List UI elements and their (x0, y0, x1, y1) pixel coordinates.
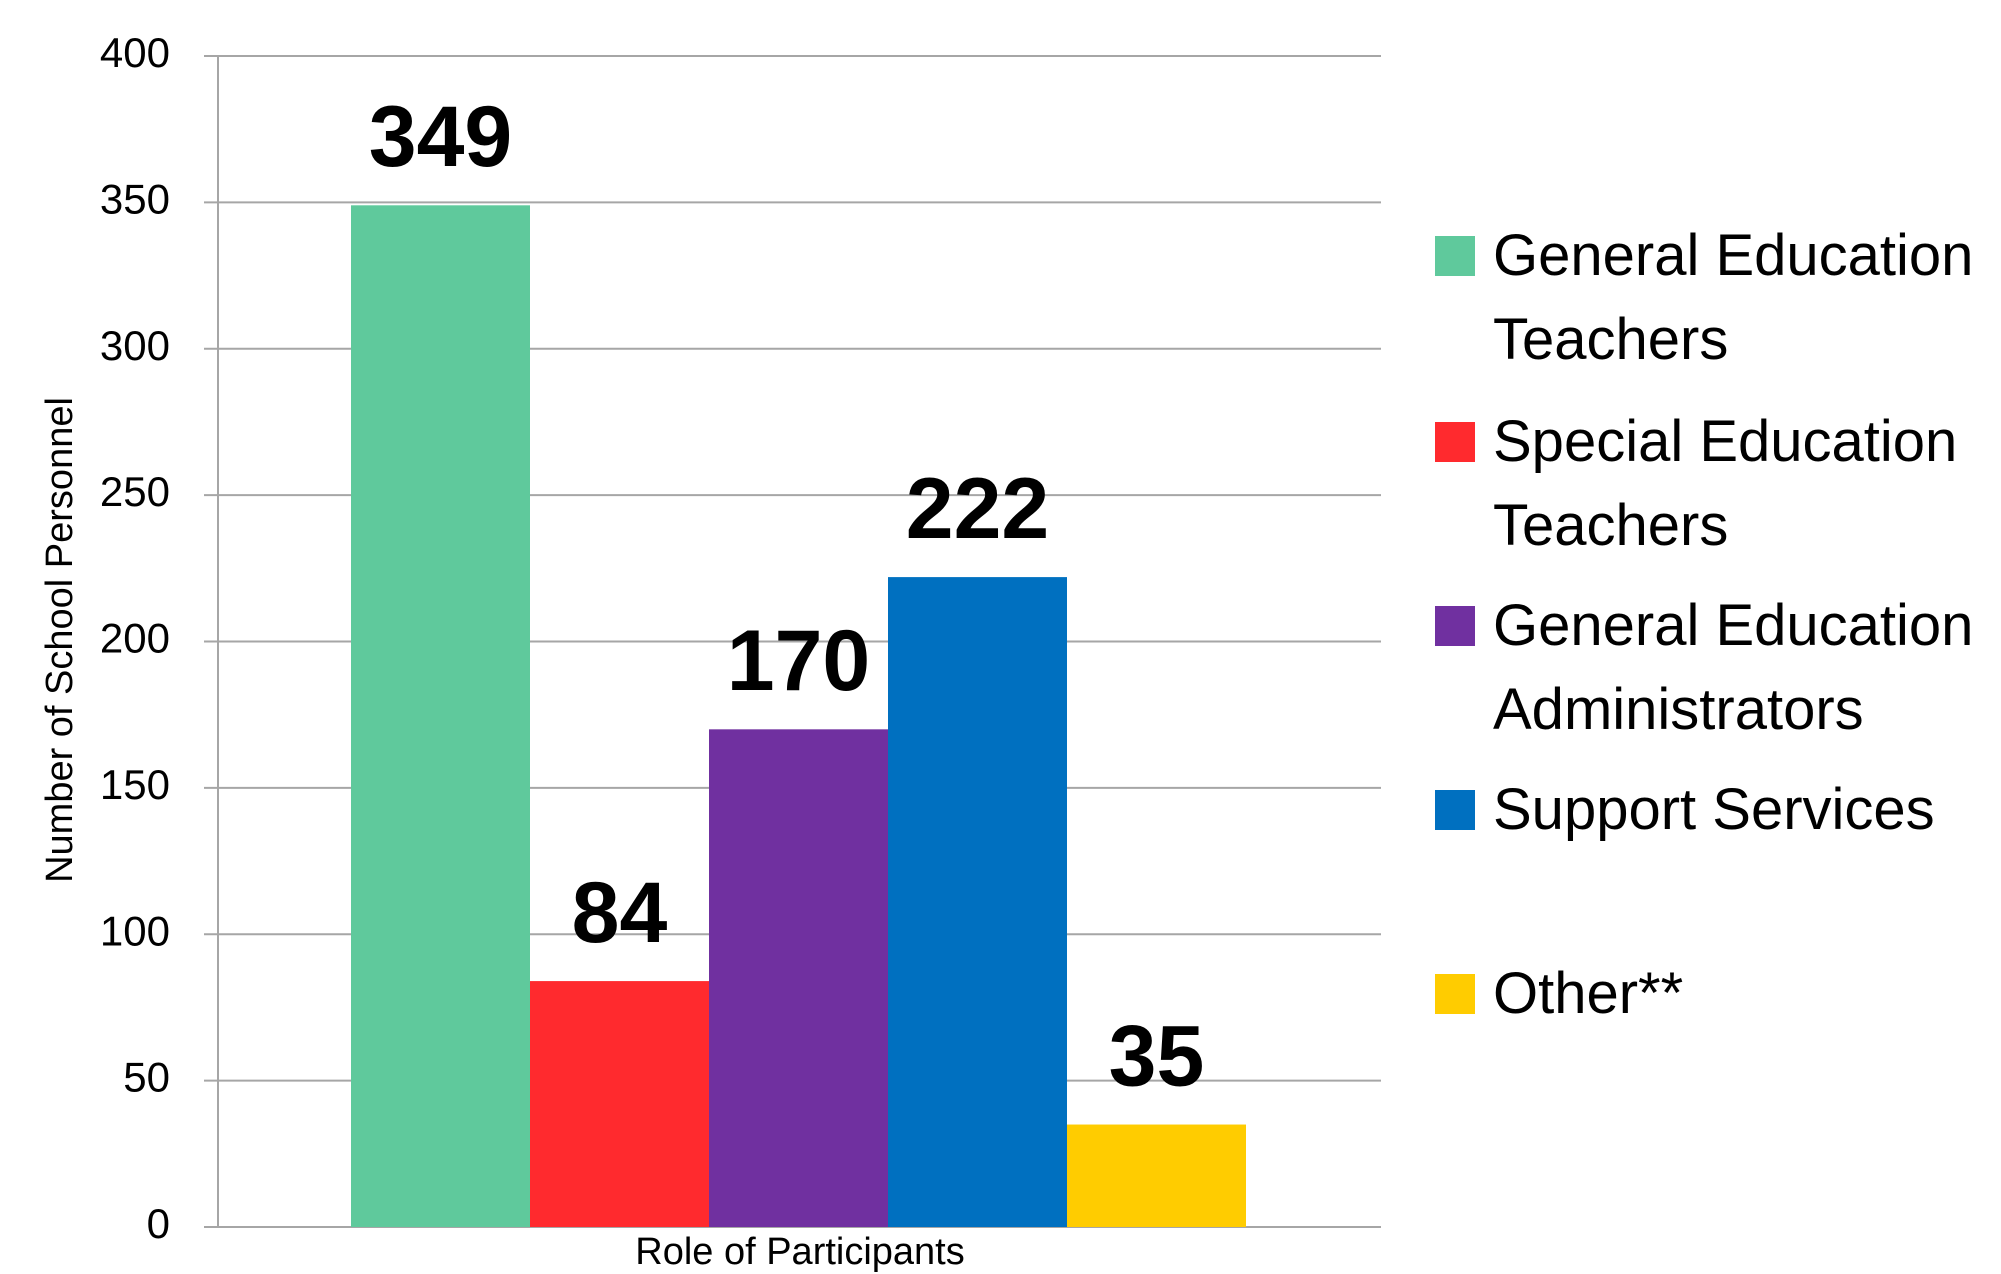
legend-swatch (1435, 606, 1475, 646)
legend-label: General Education Teachers (1493, 223, 1974, 372)
bar (709, 729, 888, 1227)
legend-item: General Education Teachers (1435, 223, 2001, 382)
legend-label: Support Services (1493, 777, 1935, 842)
y-tick-label: 250 (100, 468, 170, 515)
data-label: 170 (727, 613, 871, 709)
data-label: 349 (369, 89, 513, 185)
legend-item: Special Education Teachers (1435, 409, 2001, 568)
legend-swatch (1435, 790, 1475, 830)
bar (1067, 1124, 1246, 1227)
bar (888, 577, 1067, 1227)
x-axis-title: Role of Participants (635, 1231, 965, 1273)
data-label: 35 (1109, 1008, 1205, 1104)
bar (351, 205, 530, 1228)
y-tick-label: 300 (100, 322, 170, 369)
y-tick-label: 400 (100, 29, 170, 76)
data-label: 84 (572, 865, 668, 961)
y-tick-label: 0 (147, 1200, 170, 1247)
legend-label: General Education Administrators (1493, 593, 1974, 742)
y-axis-title: Number of School Personnel (39, 397, 81, 883)
bar (530, 981, 709, 1227)
y-tick-label: 200 (100, 615, 170, 662)
legend-item: Other** (1435, 961, 2001, 1036)
legend: General Education Teachers Special Educat… (1435, 0, 2001, 1274)
legend-swatch (1435, 974, 1475, 1014)
legend-item: Support Services (1435, 777, 2001, 852)
legend-swatch (1435, 422, 1475, 462)
legend-item: General Education Administrators (1435, 593, 2001, 752)
legend-label: Special Education Teachers (1493, 409, 1958, 558)
legend-swatch (1435, 236, 1475, 276)
chart: Role of Participants Number of School Pe… (39, 29, 1381, 1273)
y-tick-label: 150 (100, 761, 170, 808)
y-tick-label: 350 (100, 175, 170, 222)
legend-label: Other** (1493, 961, 1684, 1026)
y-tick-label: 100 (100, 907, 170, 954)
data-label: 222 (906, 461, 1050, 557)
y-tick-label: 50 (123, 1054, 170, 1101)
